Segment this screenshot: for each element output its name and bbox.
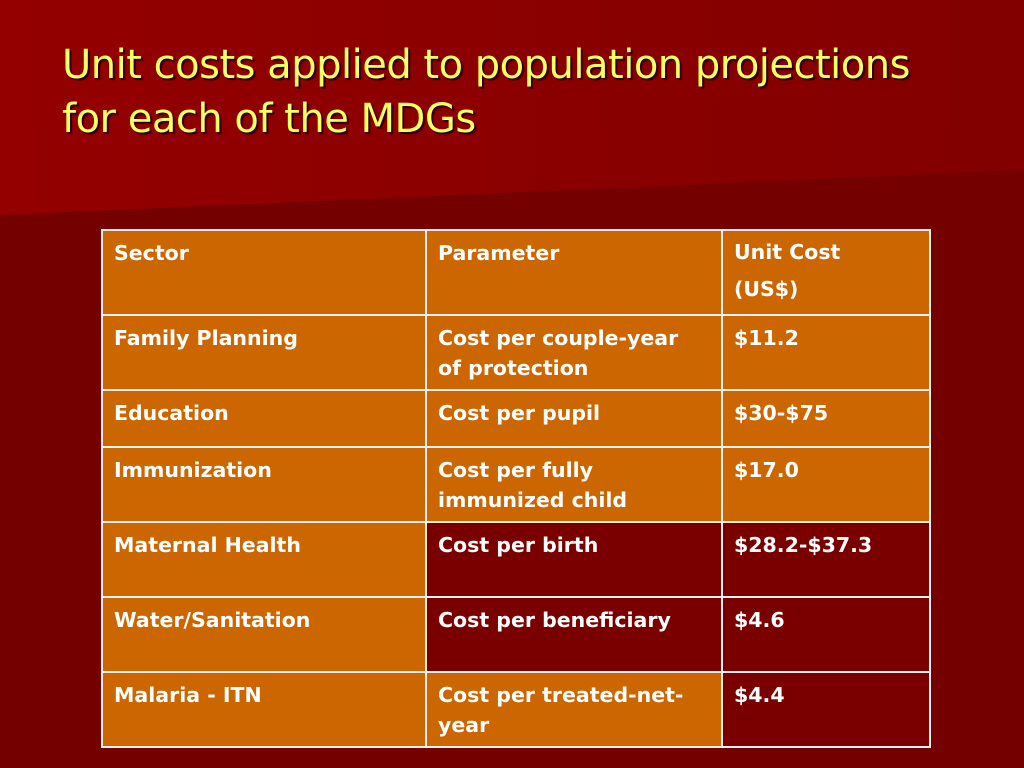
header-sector: Sector: [101, 229, 427, 316]
cell-cost: $17.0: [721, 446, 931, 523]
cell-sector: Education: [101, 389, 427, 448]
cell-sector: Immunization: [101, 446, 427, 523]
table-row: Education Cost per pupil $30-$75: [101, 389, 931, 448]
cell-sector: Malaria - ITN: [101, 671, 427, 748]
cell-sector: Maternal Health: [101, 521, 427, 598]
cell-cost: $28.2-$37.3: [721, 521, 931, 598]
unit-cost-table-container: Sector Parameter Unit Cost (US$) Family …: [101, 229, 931, 748]
table-row: Immunization Cost per fully immunized ch…: [101, 446, 931, 523]
cell-parameter-line-2: year: [438, 713, 490, 737]
cell-parameter: Cost per beneficiary: [425, 596, 723, 673]
slide-title: Unit costs applied to population project…: [62, 38, 982, 146]
cell-cost: $4.4: [721, 671, 931, 748]
cell-cost: $11.2: [721, 314, 931, 391]
table-row: Family Planning Cost per couple-year of …: [101, 314, 931, 391]
cell-parameter: Cost per couple-year of protection: [425, 314, 723, 391]
header-unit-cost-line-1: Unit Cost: [734, 240, 841, 264]
cell-parameter: Cost per birth: [425, 521, 723, 598]
cell-parameter: Cost per fully immunized child: [425, 446, 723, 523]
cell-parameter: Cost per pupil: [425, 389, 723, 448]
title-line-2: for each of the MDGs: [62, 96, 476, 142]
header-parameter: Parameter: [425, 229, 723, 316]
cell-cost: $30-$75: [721, 389, 931, 448]
cell-parameter-line-1: Cost per fully: [438, 458, 594, 482]
cell-sector: Family Planning: [101, 314, 427, 391]
title-line-1: Unit costs applied to population project…: [62, 42, 910, 88]
cell-parameter-line-1: Cost per treated-net-: [438, 683, 684, 707]
cell-parameter: Cost per treated-net- year: [425, 671, 723, 748]
cell-parameter-line-2: of protection: [438, 356, 589, 380]
cell-sector: Water/Sanitation: [101, 596, 427, 673]
cell-parameter-line-2: immunized child: [438, 488, 628, 512]
cell-cost: $4.6: [721, 596, 931, 673]
header-unit-cost-line-2: (US$): [734, 277, 799, 301]
unit-cost-table: Sector Parameter Unit Cost (US$) Family …: [101, 229, 931, 748]
table-row: Malaria - ITN Cost per treated-net- year…: [101, 671, 931, 748]
table-row: Water/Sanitation Cost per beneficiary $4…: [101, 596, 931, 673]
table-header-row: Sector Parameter Unit Cost (US$): [101, 229, 931, 316]
header-unit-cost: Unit Cost (US$): [721, 229, 931, 316]
cell-parameter-line-1: Cost per couple-year: [438, 326, 679, 350]
table-row: Maternal Health Cost per birth $28.2-$37…: [101, 521, 931, 598]
